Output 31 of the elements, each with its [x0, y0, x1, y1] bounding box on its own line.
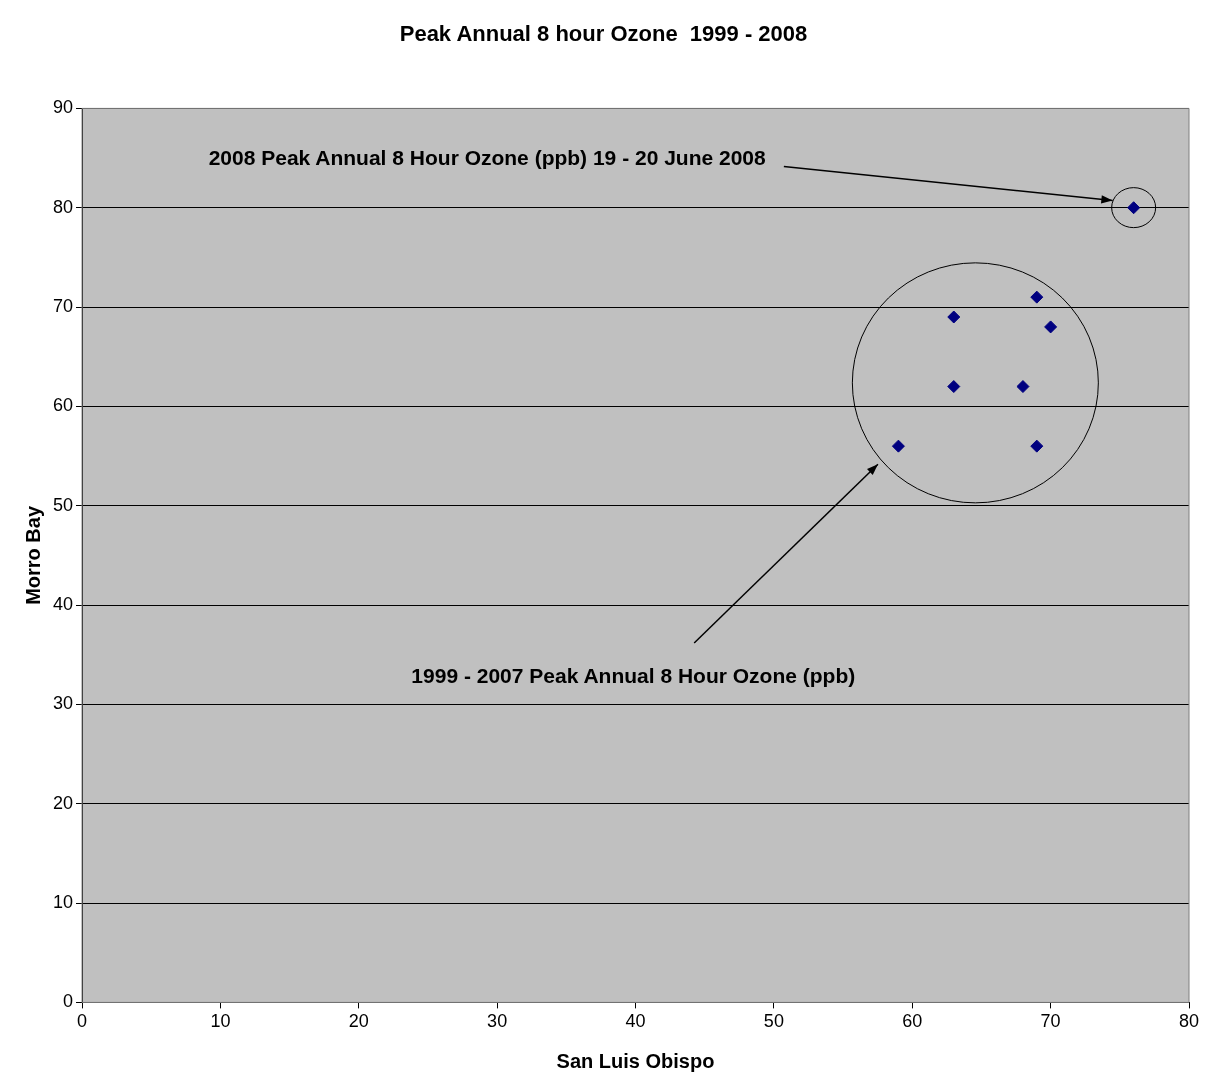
y-tick-label: 60 [52, 395, 74, 416]
point [1016, 380, 1030, 394]
y-tick-label: 70 [52, 296, 74, 317]
y-tick-label: 10 [52, 892, 74, 913]
point [1030, 439, 1044, 453]
y-tick-label: 0 [63, 991, 74, 1012]
point [1030, 290, 1044, 304]
y-tick-label: 20 [52, 792, 74, 813]
x-tick-label: 60 [902, 1011, 923, 1032]
annotation: 2008 Peak Annual 8 Hour Ozone (ppb) 19 - 20 June 2008 [208, 146, 767, 170]
x-tick-label: 40 [625, 1011, 646, 1032]
chart-title: Peak Annual 8 hour Ozone 1999 - 2008 [399, 21, 808, 47]
y-tick-label: 30 [52, 693, 74, 714]
x-tick-label: 80 [1178, 1011, 1200, 1032]
x-tick-label: 30 [487, 1011, 508, 1032]
x-tick-label: 50 [763, 1011, 784, 1032]
point [891, 439, 905, 453]
y-axis-title: Morro Bay [21, 505, 44, 605]
x-axis-title: San Luis Obispo [556, 1049, 715, 1072]
y-tick-label: 50 [52, 494, 74, 515]
x-tick-label: 20 [348, 1011, 369, 1032]
point [947, 380, 961, 394]
point [1044, 320, 1058, 334]
x-tick-label: 0 [77, 1011, 88, 1032]
y-tick-label: 90 [52, 97, 74, 118]
x-tick-label: 10 [210, 1011, 231, 1032]
point [947, 310, 961, 324]
y-tick-label: 40 [52, 594, 74, 615]
annotation: 1999 - 2007 Peak Annual 8 Hour Ozone (ppb) [411, 663, 856, 687]
y-tick-label: 80 [52, 196, 74, 217]
x-tick-label: 70 [1040, 1011, 1061, 1032]
